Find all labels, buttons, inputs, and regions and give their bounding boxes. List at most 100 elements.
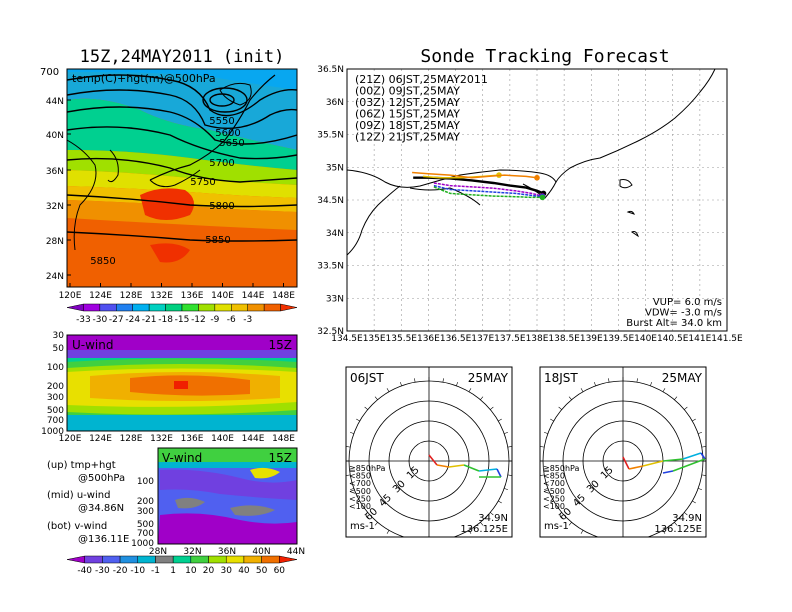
track-legend-entry: (12Z) 21JST,25MAY xyxy=(355,131,460,144)
hodograph-tick xyxy=(595,536,596,537)
lon-tick-label: 139E xyxy=(580,334,603,344)
pressure-tick-label: 300 xyxy=(47,393,64,403)
lat-tick-label: 24N xyxy=(46,272,64,282)
hodograph-tick xyxy=(674,522,678,526)
track-endpoint xyxy=(539,194,546,201)
hodograph-tick xyxy=(701,474,706,476)
colorbar-swatch xyxy=(66,555,85,564)
hodograph-tick xyxy=(386,388,390,392)
lat-tick-label: 40N xyxy=(252,547,270,557)
hodograph-segment xyxy=(496,468,502,478)
hodograph-tick xyxy=(490,406,494,410)
colorbar-label: -18 xyxy=(158,315,173,325)
colorbar-label: 1 xyxy=(170,566,176,576)
colorbar-label: -30 xyxy=(93,315,108,325)
lon-tick-label: 140E xyxy=(211,434,234,444)
colorbar-swatch xyxy=(137,555,156,564)
uwind-lon-ticks: 120E 124E 128E 132E 136E 140E 144E 148E xyxy=(59,434,296,444)
hodograph-tick xyxy=(507,474,512,476)
track-line xyxy=(433,186,543,199)
lon-tick-label: 137E xyxy=(471,334,494,344)
colorbar-swatch xyxy=(116,303,133,312)
hodograph-unit: ms-1 xyxy=(544,521,569,532)
lon-tick-label: 137.5E xyxy=(494,334,526,344)
hodograph-segment xyxy=(428,454,438,466)
pressure-tick-label: 1000 xyxy=(131,539,154,549)
hodograph-tick xyxy=(543,431,548,434)
colorbar-label: -10 xyxy=(130,566,145,576)
lon-tick-label: 136E xyxy=(181,291,204,301)
colorbar-label: 20 xyxy=(203,566,215,576)
colorbar-label: -3 xyxy=(243,315,252,325)
left-map-lon-ticks: 120E 124E 128E 132E 136E 140E 144E 148E xyxy=(59,283,295,301)
hodograph-tick xyxy=(580,388,584,392)
hodograph-tick xyxy=(650,381,653,386)
colorbar-swatch xyxy=(225,555,245,564)
hodograph-tick xyxy=(386,530,390,534)
level-legend-entry: <100 xyxy=(349,502,371,511)
hodograph-segment xyxy=(622,456,630,470)
lat-tick-label: 28N xyxy=(46,237,64,247)
left-map-frame xyxy=(66,68,298,288)
hodograph-tick xyxy=(504,488,509,491)
lat-tick-label: 34N xyxy=(326,229,344,239)
pressure-tick-label: 300 xyxy=(137,507,154,517)
tracking-grid xyxy=(347,69,727,331)
hodograph-tick xyxy=(456,536,457,537)
track-legend-entry: (06Z) 15JST,25MAY xyxy=(355,108,460,121)
hodograph-tick xyxy=(349,488,354,491)
hodograph-tick xyxy=(593,381,596,386)
uwind-label: U-wind xyxy=(72,338,113,352)
uwind-frame xyxy=(66,334,298,432)
colorbar-label: -12 xyxy=(191,315,206,325)
hodograph-tick xyxy=(456,381,459,386)
lon-tick-label: 132E xyxy=(150,434,173,444)
colorbar-swatch xyxy=(99,303,117,312)
lon-tick-label: 134.5E xyxy=(331,334,363,344)
left-map-corner-label: 700 xyxy=(40,67,59,78)
lon-tick-label: 141E xyxy=(688,334,711,344)
hodograph-tick xyxy=(399,381,402,386)
tracking-map xyxy=(347,69,727,331)
hodograph-tick xyxy=(540,474,545,476)
legend-line: @34.86N xyxy=(78,503,124,514)
contour-label: 5850 xyxy=(205,235,230,246)
vwind-frame xyxy=(157,447,298,545)
hodograph-tick xyxy=(550,418,554,422)
colorbar-swatch xyxy=(279,555,298,564)
lon-tick-label: 124E xyxy=(89,291,112,301)
hodograph-tick xyxy=(356,418,360,422)
left-panel-legend: (up) tmp+hgt @500hPa (mid) u-wind @34.86N (b… xyxy=(47,460,129,545)
colorbar-label: -30 xyxy=(95,566,110,576)
lat-tick-label: 28N xyxy=(149,547,167,557)
lon-tick-label: 136.5E xyxy=(440,334,472,344)
hodograph-tick xyxy=(636,378,638,383)
lon-tick-label: 124E xyxy=(89,434,112,444)
colorbar-swatch xyxy=(261,555,280,564)
lat-tick-label: 33N xyxy=(326,294,344,304)
colorbar-swatch xyxy=(190,555,209,564)
tracking-frame xyxy=(346,68,728,332)
lon-tick-label: 141.5E xyxy=(711,334,743,344)
hodograph-date: 25MAY xyxy=(662,371,703,385)
hodograph-tick xyxy=(480,522,484,526)
hodograph-tick xyxy=(507,446,512,448)
colorbar-label: -15 xyxy=(175,315,190,325)
lon-tick-label: 135E xyxy=(363,334,386,344)
hodograph-tick xyxy=(468,388,472,392)
lat-tick-label: 40N xyxy=(46,131,64,141)
pressure-tick-label: 30 xyxy=(53,331,65,341)
colorbar-swatch xyxy=(231,303,248,312)
hodograph-unit: ms-1 xyxy=(350,521,375,532)
legend-line: (bot) v-wind xyxy=(47,521,107,532)
hodograph-time: 06JST xyxy=(350,371,384,385)
hodograph-segment xyxy=(436,464,450,468)
lat-tick-label: 35.5N xyxy=(317,131,344,141)
level-legend-entry: <850 xyxy=(543,472,565,481)
track-legend-entry: (03Z) 12JST,25MAY xyxy=(355,96,460,109)
legend-line: (mid) u-wind xyxy=(47,490,110,501)
